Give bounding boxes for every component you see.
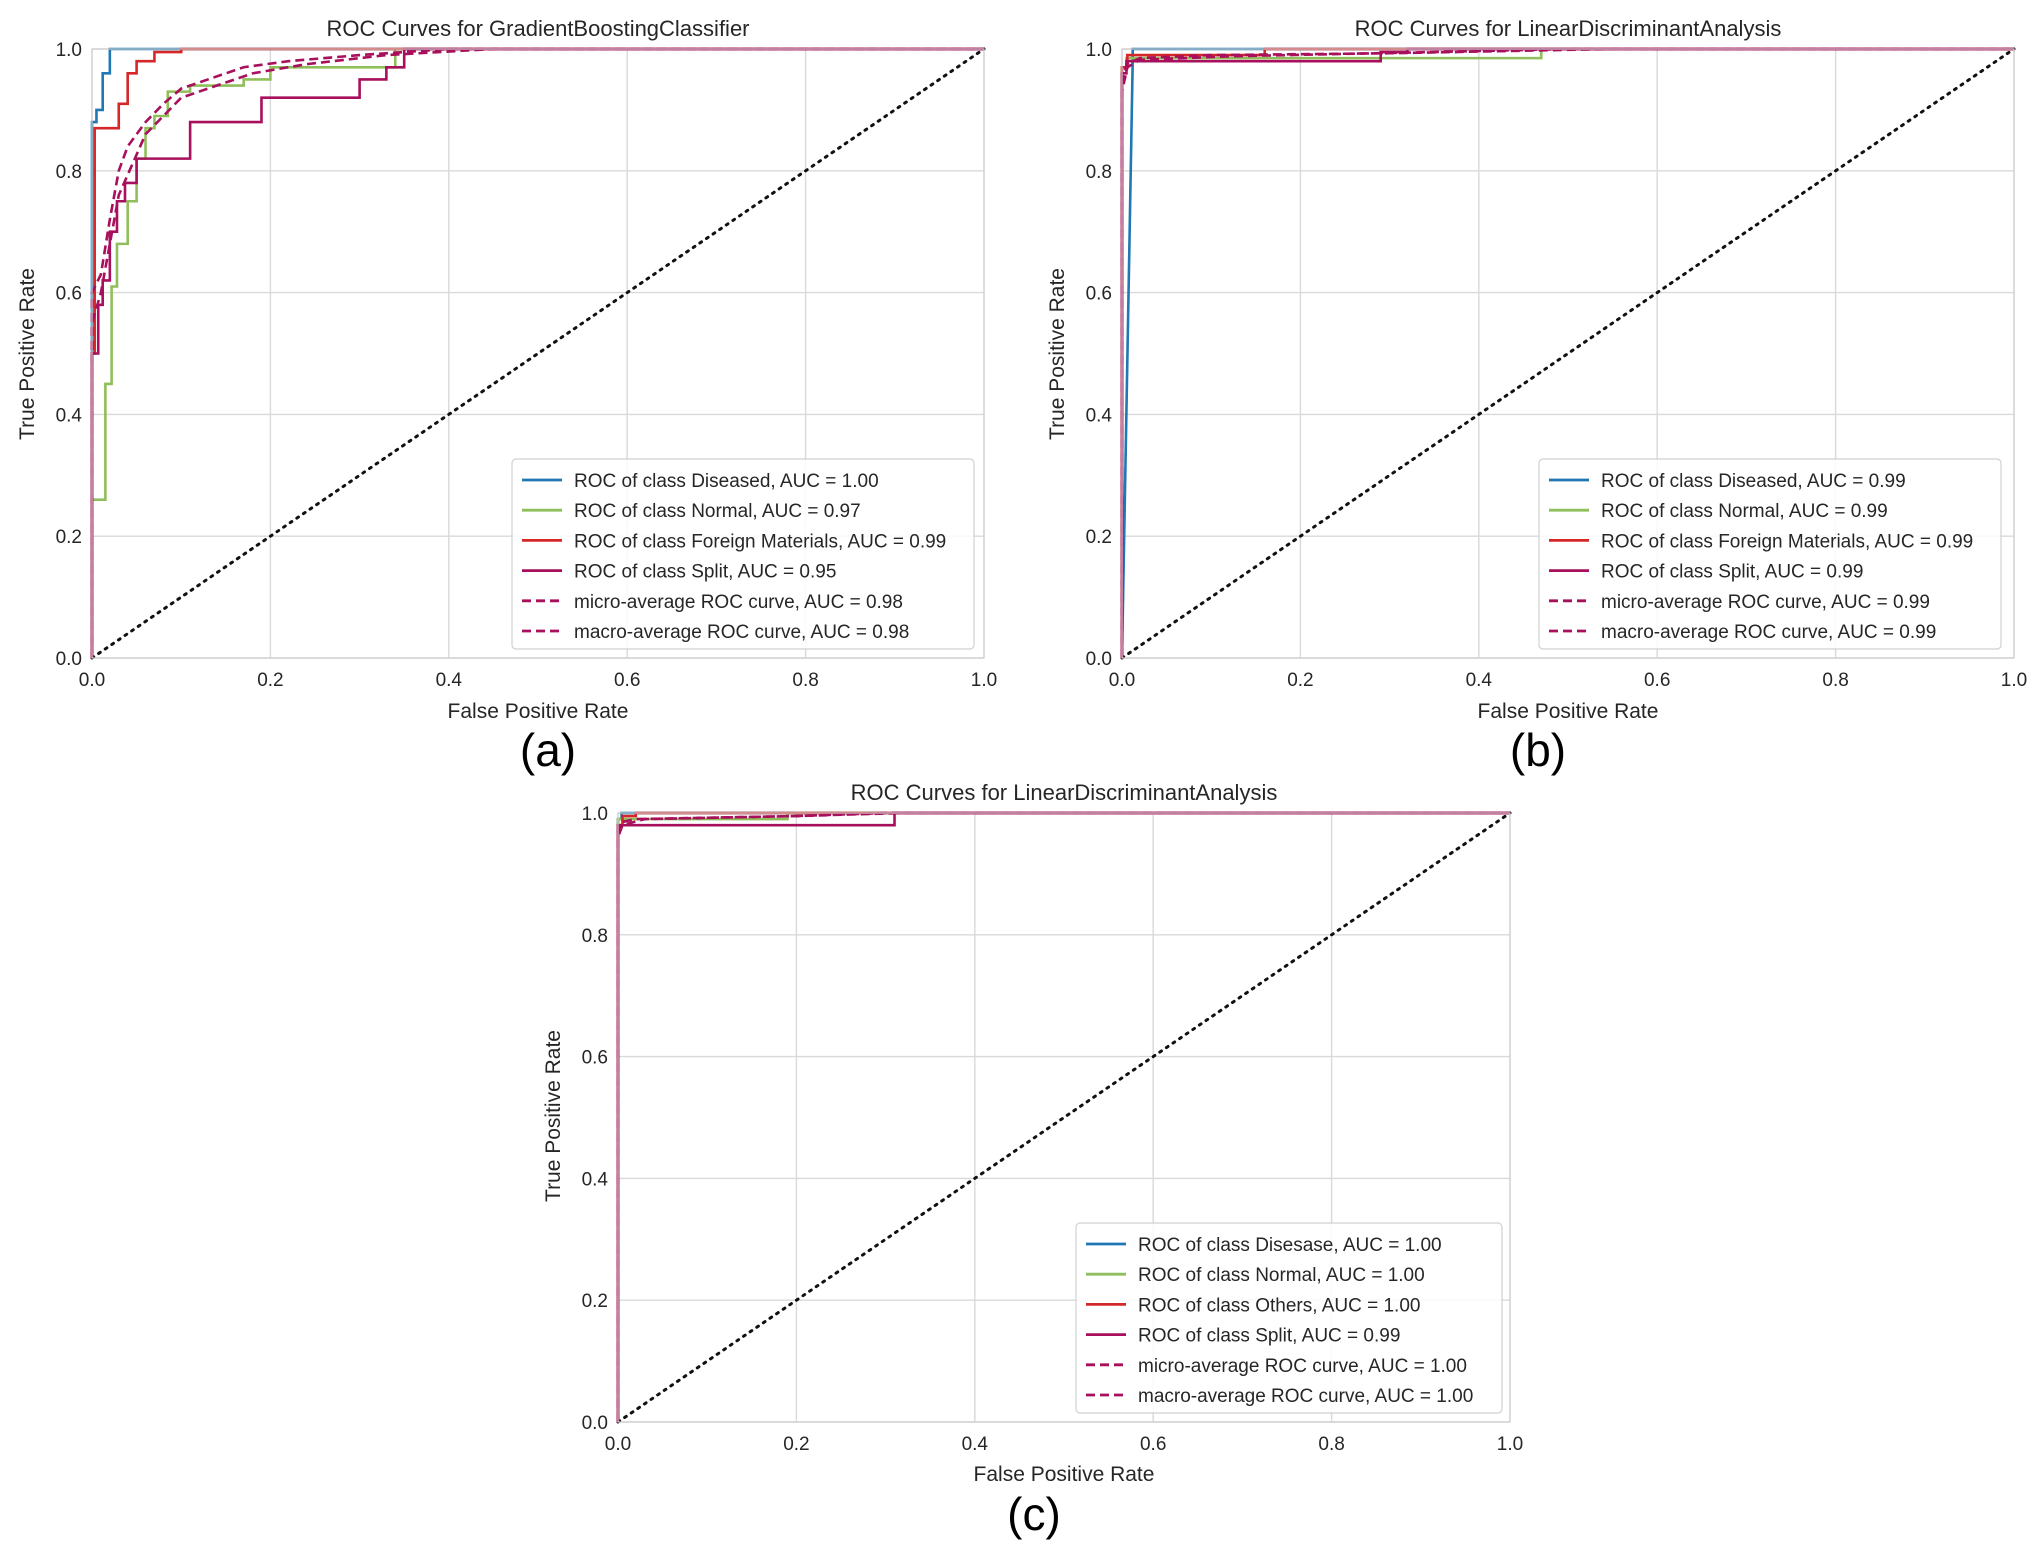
panel-b-label: (b) — [1510, 724, 1566, 776]
panel-a-ylabel: True Positive Rate — [16, 268, 39, 440]
panel-c-legend-entry: ROC of class Disesase, AUC = 1.00 — [1138, 1235, 1442, 1256]
panel-b-title: ROC Curves for LinearDiscriminantAnalysi… — [1355, 16, 1782, 41]
panel-b-xlabel: False Positive Rate — [1478, 700, 1659, 723]
panel-b-legend-entry: micro-average ROC curve, AUC = 0.99 — [1601, 592, 1930, 613]
panel-a-ytick-label: 0.0 — [56, 649, 82, 670]
panel-b-series-3 — [1120, 47, 2014, 658]
panel-c-legend-entry: ROC of class Split, AUC = 0.99 — [1138, 1326, 1400, 1347]
panel-c-plot: 0.0 0.2 0.4 0.6 0.8 1.0 0.0 0.2 0.4 0.6 0.8 1.0 ROC … — [582, 804, 1524, 1455]
panel-c-xtick-label: 0.2 — [783, 1434, 809, 1455]
panel-a-ytick-label: 0.8 — [56, 162, 82, 183]
panel-c-xlabel: False Positive Rate — [974, 1463, 1155, 1486]
panel-b-legend-entry: ROC of class Normal, AUC = 0.99 — [1601, 501, 1888, 522]
panel-a-frame — [91, 48, 985, 659]
panel-a-xtick-label: 1.0 — [971, 670, 997, 691]
panel-c-ytick-label: 0.2 — [582, 1291, 608, 1312]
panel-c-legend-box — [1075, 1222, 1503, 1414]
panel-a-xtick-label: 0.4 — [436, 670, 463, 691]
panel-b-xtick-label: 0.4 — [1466, 670, 1493, 691]
panel-a-legend-entry: macro-average ROC curve, AUC = 0.98 — [574, 622, 909, 643]
panel-a-legend-entry: micro-average ROC curve, AUC = 0.98 — [574, 592, 903, 613]
panel-b-ytick-label: 0.8 — [1086, 162, 1112, 183]
panel-c-xtick-label: 0.8 — [1318, 1434, 1344, 1455]
panel-c-ytick-label: 1.0 — [582, 804, 608, 825]
panel-c-label: (c) — [1007, 1488, 1061, 1540]
panel-a-xlabel: False Positive Rate — [448, 700, 629, 723]
panel-c: ROC Curves for LinearDiscriminantAnalysi… — [542, 780, 1523, 1540]
panel-b-xtick-label: 0.0 — [1109, 670, 1135, 691]
panel-a-title: ROC Curves for GradientBoostingClassifie… — [326, 16, 749, 41]
panel-a-series-2 — [90, 47, 984, 658]
panel-a-legend-entry: ROC of class Foreign Materials, AUC = 0.… — [574, 531, 946, 552]
panel-b-xtick-label: 0.2 — [1287, 670, 1313, 691]
panel-c-ytick-label: 0.4 — [582, 1169, 609, 1190]
panel-b-frame — [1121, 48, 2015, 659]
panel-b-ytick-label: 0.6 — [1086, 284, 1112, 305]
panel-c-ytick-label: 0.6 — [582, 1048, 608, 1069]
panel-c-xtick-label: 1.0 — [1497, 1434, 1523, 1455]
panel-a-series-0 — [90, 47, 984, 658]
panel-b-xtick-label: 1.0 — [2001, 670, 2027, 691]
panel-c-legend-entry: ROC of class Others, AUC = 1.00 — [1138, 1295, 1420, 1316]
panel-a: ROC Curves for GradientBoostingClassifie… — [16, 16, 997, 776]
panel-a-ytick-label: 0.4 — [56, 405, 83, 426]
panel-a-legend-box — [511, 458, 975, 650]
panel-b: ROC Curves for LinearDiscriminantAnalysi… — [1046, 16, 2027, 776]
panel-c-xtick-label: 0.6 — [1140, 1434, 1166, 1455]
panel-a-legend: ROC of class Diseased, AUC = 1.00 ROC of … — [511, 458, 975, 650]
panel-a-legend-entry: ROC of class Normal, AUC = 0.97 — [574, 501, 861, 522]
panel-b-ytick-label: 0.2 — [1086, 527, 1112, 548]
panel-b-xtick-label: 0.6 — [1644, 670, 1670, 691]
panel-a-legend-entry: ROC of class Split, AUC = 0.95 — [574, 562, 836, 583]
panel-b-legend-entry: macro-average ROC curve, AUC = 0.99 — [1601, 622, 1936, 643]
panel-a-xtick-label: 0.0 — [79, 670, 105, 691]
panel-a-xtick-label: 0.2 — [257, 670, 283, 691]
panel-b-ytick-label: 0.4 — [1086, 405, 1113, 426]
panel-a-series-5 — [90, 47, 984, 658]
panel-a-ytick-label: 0.2 — [56, 527, 82, 548]
panel-b-ytick-label: 1.0 — [1086, 40, 1112, 61]
panel-c-ytick-label: 0.8 — [582, 926, 608, 947]
panel-c-ylabel: True Positive Rate — [542, 1030, 565, 1202]
panel-c-title: ROC Curves for LinearDiscriminantAnalysi… — [851, 780, 1278, 805]
panel-c-legend: ROC of class Disesase, AUC = 1.00 ROC of … — [1075, 1222, 1503, 1414]
panel-b-legend-entry: ROC of class Split, AUC = 0.99 — [1601, 562, 1863, 583]
panel-a-ytick-label: 1.0 — [56, 40, 82, 61]
panel-a-legend-entry: ROC of class Diseased, AUC = 1.00 — [574, 471, 879, 492]
panel-c-legend-entry: micro-average ROC curve, AUC = 1.00 — [1138, 1356, 1467, 1377]
panel-c-frame — [617, 812, 1511, 1423]
panel-c-legend-entry: macro-average ROC curve, AUC = 1.00 — [1138, 1386, 1473, 1407]
panel-a-label: (a) — [520, 724, 576, 776]
panel-a-ytick-label: 0.6 — [56, 284, 82, 305]
panel-b-xtick-label: 0.8 — [1822, 670, 1848, 691]
panel-c-xtick-label: 0.4 — [962, 1434, 989, 1455]
panel-b-legend-entry: ROC of class Foreign Materials, AUC = 0.… — [1601, 531, 1973, 552]
panel-b-ylabel: True Positive Rate — [1046, 268, 1069, 440]
panel-a-series-3 — [90, 47, 984, 658]
panel-a-plot: 0.0 0.2 0.4 0.6 0.8 1.0 0.0 0.2 0.4 0.6 0.8 1.0 ROC … — [56, 40, 998, 691]
panel-b-plot: 0.0 0.2 0.4 0.6 0.8 1.0 0.0 0.2 0.4 0.6 0.8 1.0 ROC … — [1086, 40, 2028, 691]
panel-b-legend-entry: ROC of class Diseased, AUC = 0.99 — [1601, 471, 1906, 492]
panel-c-xtick-label: 0.0 — [605, 1434, 631, 1455]
panel-a-series-1 — [90, 47, 984, 658]
panel-b-legend: ROC of class Diseased, AUC = 0.99 ROC of … — [1538, 458, 2002, 650]
panel-a-xtick-label: 0.8 — [792, 670, 818, 691]
panel-c-ytick-label: 0.0 — [582, 1413, 608, 1434]
panel-c-legend-entry: ROC of class Normal, AUC = 1.00 — [1138, 1265, 1425, 1286]
panel-a-xtick-label: 0.6 — [614, 670, 640, 691]
panel-b-ytick-label: 0.0 — [1086, 649, 1112, 670]
panel-b-legend-box — [1538, 458, 2002, 650]
